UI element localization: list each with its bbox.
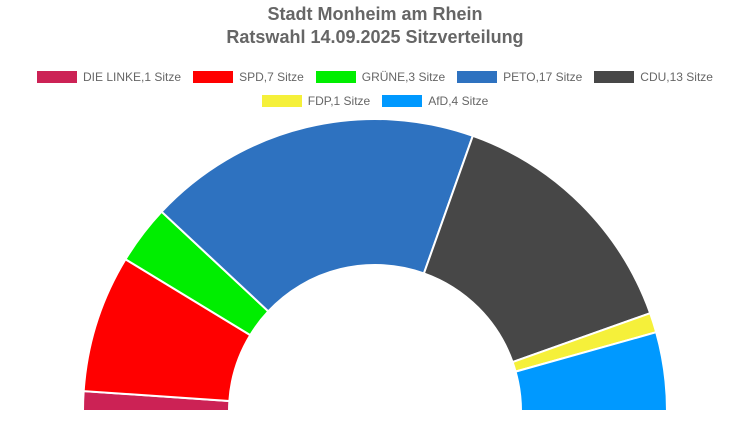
- legend-item-die-linke[interactable]: DIE LINKE,1 Sitze: [37, 70, 181, 84]
- legend-label: FDP,1 Sitze: [307, 94, 371, 108]
- legend-item-afd[interactable]: AfD,4 Sitze: [382, 94, 488, 108]
- legend-item-fdp[interactable]: FDP,1 Sitze: [261, 94, 371, 108]
- legend-label: CDU,13 Sitze: [640, 70, 713, 84]
- legend-swatch: [457, 71, 498, 83]
- legend-label: DIE LINKE,1 Sitze: [83, 70, 182, 84]
- legend-label: SPD,7 Sitze: [239, 70, 304, 84]
- legend-label: PETO,17 Sitze: [503, 70, 583, 84]
- legend-row-1: DIE LINKE,1 Sitze SPD,7 Sitze GRÜNE,3 Sitz…: [0, 70, 750, 84]
- legend-row-2: FDP,1 Sitze AfD,4 Sitze: [0, 94, 750, 108]
- legend-label: GRÜNE,3 Sitze: [361, 70, 446, 84]
- legend-swatch: [382, 95, 423, 107]
- legend-item-grüne[interactable]: GRÜNE,3 Sitze: [315, 70, 446, 84]
- chart-title: Stadt Monheim am Rhein: [267, 4, 483, 24]
- legend-swatch: [37, 71, 78, 83]
- chart-subtitle: Ratswahl 14.09.2025 Sitzverteilung: [226, 27, 524, 47]
- legend-item-cdu[interactable]: CDU,13 Sitze: [594, 70, 713, 84]
- seat-slice-cdu[interactable]: [422, 134, 652, 364]
- legend-swatch: [594, 71, 635, 83]
- legend-item-peto[interactable]: PETO,17 Sitze: [457, 70, 582, 84]
- legend-swatch: [261, 95, 302, 107]
- seat-slice-afd[interactable]: [514, 330, 669, 412]
- legend-swatch: [315, 71, 356, 83]
- legend-swatch: [193, 71, 234, 83]
- seat-slice-peto[interactable]: [160, 118, 475, 313]
- legend-label: AfD,4 Sitze: [428, 94, 489, 108]
- legend-item-spd[interactable]: SPD,7 Sitze: [193, 70, 304, 84]
